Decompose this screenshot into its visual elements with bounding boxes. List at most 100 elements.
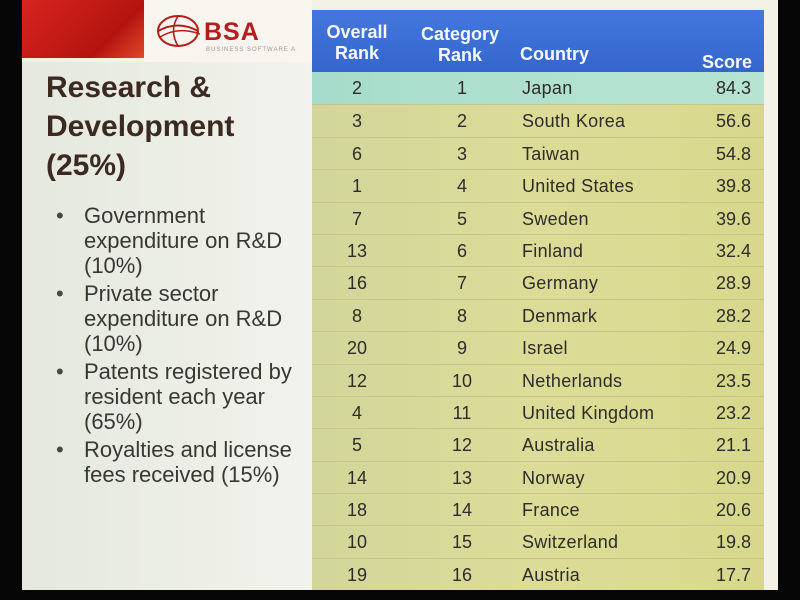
table-row: 13 6 Finland 32.4 (312, 233, 764, 267)
bullet-icon: • (56, 281, 64, 306)
table-header: Overall Rank Category Rank Country Score (312, 10, 764, 72)
cell-category-rank: 6 (456, 240, 467, 261)
cell-category-rank: 2 (456, 111, 467, 132)
cell-category-rank: 12 (451, 435, 473, 456)
cell-category-rank: 15 (451, 532, 473, 553)
bullet-icon: • (56, 203, 64, 228)
table-row: 5 12 Australia 21.1 (312, 428, 764, 461)
cell-overall-rank: 4 (351, 402, 362, 423)
presentation-slide: BSA BUSINESS SOFTWARE A Research & Devel… (22, 0, 778, 590)
left-panel (22, 62, 312, 590)
ranking-table: Overall Rank Category Rank Country Score… (312, 10, 764, 590)
criteria-item: • Patents registered by resident each ye… (54, 359, 299, 434)
logo-subtext: BUSINESS SOFTWARE A (206, 47, 297, 53)
cell-score: 23.5 (715, 370, 751, 391)
cell-category-rank: 9 (456, 338, 467, 359)
cell-country: South Korea (522, 111, 626, 132)
cell-category-rank: 5 (456, 208, 467, 229)
cell-category-rank: 14 (451, 500, 473, 521)
cell-category-rank: 16 (451, 564, 473, 585)
cell-overall-rank: 13 (346, 240, 368, 261)
table-row: 14 13 Norway 20.9 (312, 460, 764, 494)
cell-country: Norway (522, 467, 585, 488)
table-body: 2 1 Japan 84.3 3 2 South Korea 56.6 6 3 Taiwan 54.8… (312, 72, 764, 590)
cell-score: 56.6 (715, 111, 751, 132)
table-row: 3 2 South Korea 56.6 (312, 104, 764, 137)
cell-score: 19.8 (715, 532, 751, 553)
cell-overall-rank: 20 (346, 338, 368, 359)
cell-score: 28.2 (715, 305, 751, 326)
cell-country: United Kingdom (522, 402, 655, 423)
globe-swoosh-icon (157, 15, 201, 47)
bsa-logo: BSA BUSINESS SOFTWARE A (144, 0, 312, 62)
bullet-icon: • (56, 437, 64, 462)
cell-overall-rank: 5 (351, 435, 362, 456)
cell-overall-rank: 2 (351, 78, 362, 98)
criteria-text: Royalties and license fees received (15%… (84, 437, 292, 487)
logo-text: BSA (204, 18, 260, 46)
criteria-text: Private sector expenditure on R&D (10%) (84, 281, 283, 356)
criteria-list: • Government expenditure on R&D (10%) • … (54, 203, 299, 490)
table-row: 12 10 Netherlands 23.5 (312, 363, 764, 396)
cell-country: France (522, 500, 580, 521)
cell-overall-rank: 14 (346, 467, 368, 488)
cell-category-rank: 11 (452, 402, 472, 423)
cell-category-rank: 3 (456, 143, 467, 164)
table-row: 8 8 Denmark 28.2 (312, 298, 764, 332)
table-row: 2 1 Japan 84.3 (312, 72, 764, 105)
cell-country: Switzerland (522, 532, 619, 553)
cell-overall-rank: 18 (346, 500, 368, 521)
cell-score: 23.2 (715, 402, 751, 423)
cell-score: 28.9 (715, 273, 751, 294)
cell-score: 24.9 (715, 338, 751, 359)
cell-country: Australia (522, 435, 595, 456)
cell-category-rank: 13 (451, 467, 473, 488)
header-score: Score (701, 52, 753, 72)
criteria-item: • Royalties and license fees received (1… (54, 437, 299, 487)
cell-country: Finland (522, 240, 584, 261)
cell-overall-rank: 16 (346, 273, 368, 294)
cell-country: Germany (522, 273, 599, 294)
table-row: 4 11 United Kingdom 23.2 (312, 395, 764, 429)
cell-overall-rank: 7 (351, 208, 362, 229)
cell-score: 39.6 (715, 208, 751, 229)
cell-country: Sweden (522, 208, 589, 229)
cell-overall-rank: 19 (346, 564, 368, 585)
criteria-text: Government expenditure on R&D (10%) (84, 203, 283, 278)
cell-category-rank: 4 (456, 176, 467, 197)
table-row: 6 3 Taiwan 54.8 (312, 136, 764, 170)
criteria-item: • Private sector expenditure on R&D (10%… (54, 281, 299, 356)
cell-category-rank: 7 (456, 273, 467, 294)
header-category-rank: Category Rank (420, 24, 500, 65)
cell-score: 32.4 (715, 240, 751, 261)
cell-category-rank: 1 (456, 78, 467, 98)
header-country: Country (520, 44, 589, 64)
cell-overall-rank: 12 (346, 370, 368, 391)
criteria-item: • Government expenditure on R&D (10%) (54, 203, 299, 278)
table-row: 1 4 United States 39.8 (312, 169, 764, 202)
criteria-text: Patents registered by resident each year… (84, 359, 292, 434)
red-corner-graphic (22, 0, 144, 58)
cell-category-rank: 8 (456, 305, 467, 326)
cell-score: 84.3 (715, 78, 751, 98)
cell-country: Denmark (522, 305, 598, 326)
cell-score: 17.7 (715, 564, 751, 585)
table-row: 10 15 Switzerland 19.8 (312, 525, 764, 558)
cell-country: United States (522, 176, 634, 197)
bullet-icon: • (56, 359, 64, 384)
header-overall-rank: Overall Rank (326, 22, 388, 63)
slide-heading: Research & Development (25%) (46, 71, 235, 182)
cell-overall-rank: 1 (351, 176, 362, 197)
cell-overall-rank: 10 (346, 532, 368, 553)
cell-score: 54.8 (715, 143, 751, 164)
cell-category-rank: 10 (451, 370, 473, 391)
cell-overall-rank: 8 (351, 305, 362, 326)
cell-overall-rank: 3 (351, 111, 362, 132)
cell-overall-rank: 6 (351, 143, 362, 164)
cell-score: 20.6 (715, 500, 751, 521)
cell-score: 21.1 (715, 435, 751, 456)
cell-country: Taiwan (522, 143, 580, 164)
table-row: 18 14 France 20.6 (312, 493, 764, 526)
table-row: 19 16 Austria 17.7 (312, 557, 764, 590)
table-row: 20 9 Israel 24.9 (312, 331, 764, 364)
